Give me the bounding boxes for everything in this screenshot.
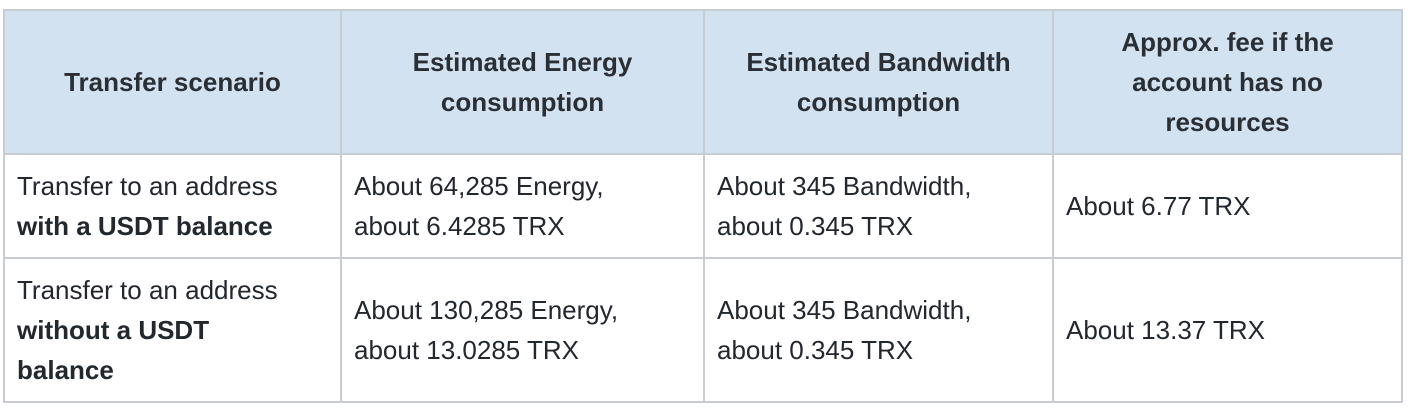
- header-bandwidth-consumption: Estimated Bandwidth consumption: [703, 9, 1054, 155]
- table-header-row: Transfer scenario Estimated Energy consu…: [3, 9, 1403, 155]
- header-transfer-scenario: Transfer scenario: [3, 9, 342, 155]
- scenario-cell: Transfer to an address with a USDT balan…: [3, 153, 342, 259]
- scenario-text: Transfer to an address: [17, 171, 278, 201]
- bandwidth-amount: About 345 Bandwidth,: [717, 171, 972, 201]
- header-approx-fee: Approx. fee if the account has no resour…: [1052, 9, 1403, 155]
- scenario-emphasis: without a USDT: [17, 315, 210, 345]
- energy-cell: About 130,285 Energy, about 13.0285 TRX: [340, 257, 705, 403]
- bandwidth-amount: About 345 Bandwidth,: [717, 295, 972, 325]
- energy-amount: About 130,285 Energy,: [354, 295, 619, 325]
- table-row: Transfer to an address with a USDT balan…: [3, 153, 1403, 259]
- bandwidth-cell: About 345 Bandwidth, about 0.345 TRX: [703, 257, 1054, 403]
- table-row: Transfer to an address without a USDT ba…: [3, 257, 1403, 403]
- energy-trx: about 13.0285 TRX: [354, 335, 580, 365]
- fee-amount: About 13.37 TRX: [1066, 315, 1265, 345]
- energy-cell: About 64,285 Energy, about 6.4285 TRX: [340, 153, 705, 259]
- fee-cell: About 13.37 TRX: [1052, 257, 1403, 403]
- fee-cell: About 6.77 TRX: [1052, 153, 1403, 259]
- header-energy-consumption: Estimated Energy consumption: [340, 9, 705, 155]
- bandwidth-cell: About 345 Bandwidth, about 0.345 TRX: [703, 153, 1054, 259]
- energy-amount: About 64,285 Energy,: [354, 171, 604, 201]
- bandwidth-trx: about 0.345 TRX: [717, 211, 914, 241]
- scenario-cell: Transfer to an address without a USDT ba…: [3, 257, 342, 403]
- scenario-emphasis: balance: [17, 355, 114, 385]
- energy-trx: about 6.4285 TRX: [354, 211, 565, 241]
- fee-amount: About 6.77 TRX: [1066, 191, 1251, 221]
- scenario-text: Transfer to an address: [17, 275, 278, 305]
- fee-comparison-table: Transfer scenario Estimated Energy consu…: [3, 9, 1403, 403]
- scenario-emphasis: with a USDT balance: [17, 211, 273, 241]
- bandwidth-trx: about 0.345 TRX: [717, 335, 914, 365]
